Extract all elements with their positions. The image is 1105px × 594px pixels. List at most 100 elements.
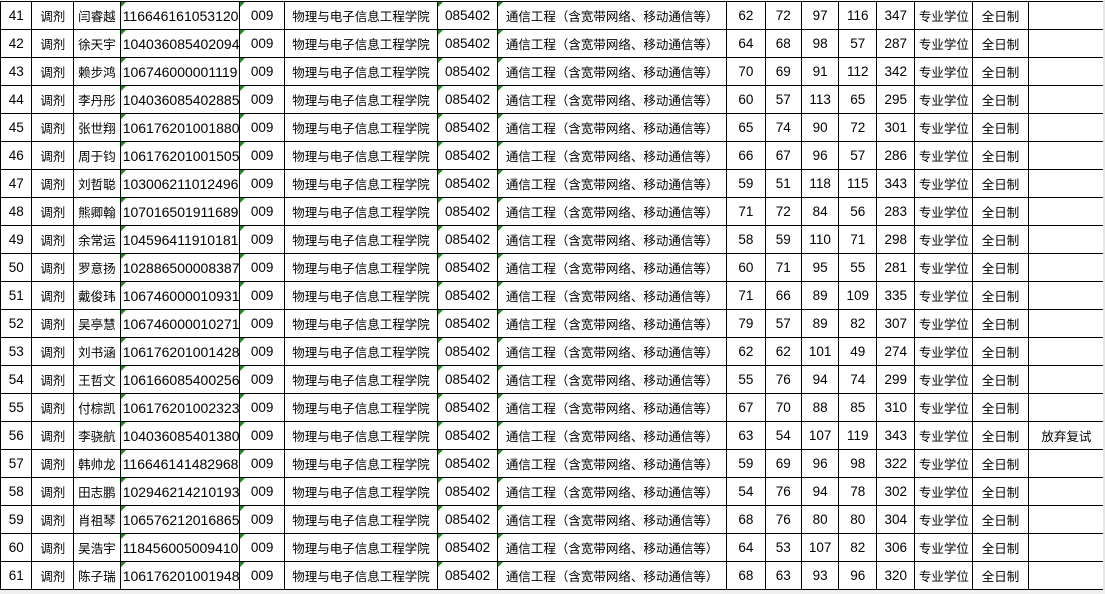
study-mode-cell[interactable]: 全日制: [972, 197, 1029, 226]
remark-cell[interactable]: [1027, 169, 1105, 198]
exam-id-cell[interactable]: 103006211012496: [119, 169, 241, 198]
score-subject2-cell[interactable]: 49: [838, 337, 877, 366]
major-name-cell[interactable]: 通信工程（含宽带网络、移动通信等）: [496, 337, 728, 366]
score-subject1-cell[interactable]: 88: [800, 393, 840, 422]
score-english-cell[interactable]: 68: [764, 29, 802, 58]
adjust-type-cell[interactable]: 调剂: [31, 337, 74, 366]
degree-type-cell[interactable]: 专业学位: [914, 141, 974, 170]
remark-cell[interactable]: [1027, 85, 1105, 114]
row-number-cell[interactable]: 54: [0, 365, 33, 394]
college-name-cell[interactable]: 物理与电子信息工程学院: [283, 253, 439, 282]
score-politics-cell[interactable]: 65: [726, 113, 766, 142]
remark-cell[interactable]: [1027, 533, 1105, 562]
major-code-cell[interactable]: 085402: [437, 113, 498, 142]
study-mode-cell[interactable]: 全日制: [972, 533, 1029, 562]
major-code-cell[interactable]: 085402: [437, 29, 498, 58]
major-code-cell[interactable]: 085402: [437, 169, 498, 198]
adjust-type-cell[interactable]: 调剂: [31, 85, 74, 114]
score-subject2-cell[interactable]: 82: [838, 533, 877, 562]
major-name-cell[interactable]: 通信工程（含宽带网络、移动通信等）: [496, 477, 728, 506]
college-code-cell[interactable]: 009: [239, 29, 285, 58]
study-mode-cell[interactable]: 全日制: [972, 57, 1029, 86]
row-number-cell[interactable]: 46: [0, 141, 33, 170]
score-english-cell[interactable]: 66: [764, 281, 802, 310]
score-subject1-cell[interactable]: 90: [800, 113, 840, 142]
major-name-cell[interactable]: 通信工程（含宽带网络、移动通信等）: [496, 225, 728, 254]
major-name-cell[interactable]: 通信工程（含宽带网络、移动通信等）: [496, 281, 728, 310]
row-number-cell[interactable]: 50: [0, 253, 33, 282]
total-score-cell[interactable]: 287: [875, 29, 916, 58]
major-code-cell[interactable]: 085402: [437, 505, 498, 534]
row-number-cell[interactable]: 58: [0, 477, 33, 506]
score-english-cell[interactable]: 74: [764, 113, 802, 142]
total-score-cell[interactable]: 302: [875, 477, 916, 506]
student-name-cell[interactable]: 李骁航: [72, 421, 121, 450]
major-code-cell[interactable]: 085402: [437, 393, 498, 422]
total-score-cell[interactable]: 283: [875, 197, 916, 226]
degree-type-cell[interactable]: 专业学位: [914, 197, 974, 226]
adjust-type-cell[interactable]: 调剂: [31, 57, 74, 86]
exam-id-cell[interactable]: 106176201002323: [119, 393, 241, 422]
exam-id-cell[interactable]: 102886500008387: [119, 253, 241, 282]
adjust-type-cell[interactable]: 调剂: [31, 365, 74, 394]
total-score-cell[interactable]: 322: [875, 449, 916, 478]
total-score-cell[interactable]: 335: [875, 281, 916, 310]
major-name-cell[interactable]: 通信工程（含宽带网络、移动通信等）: [496, 57, 728, 86]
study-mode-cell[interactable]: 全日制: [972, 449, 1029, 478]
score-subject2-cell[interactable]: 112: [838, 57, 877, 86]
study-mode-cell[interactable]: 全日制: [972, 393, 1029, 422]
major-code-cell[interactable]: 085402: [437, 533, 498, 562]
score-subject1-cell[interactable]: 89: [800, 309, 840, 338]
score-subject1-cell[interactable]: 113: [800, 85, 840, 114]
college-name-cell[interactable]: 物理与电子信息工程学院: [283, 505, 439, 534]
remark-cell[interactable]: [1027, 253, 1105, 282]
score-subject2-cell[interactable]: 96: [838, 561, 877, 590]
score-subject1-cell[interactable]: 110: [800, 225, 840, 254]
remark-cell[interactable]: [1027, 477, 1105, 506]
score-subject1-cell[interactable]: 89: [800, 281, 840, 310]
total-score-cell[interactable]: 342: [875, 57, 916, 86]
remark-cell[interactable]: [1027, 449, 1105, 478]
score-english-cell[interactable]: 59: [764, 225, 802, 254]
exam-id-cell[interactable]: 102946214210193: [119, 477, 241, 506]
major-name-cell[interactable]: 通信工程（含宽带网络、移动通信等）: [496, 113, 728, 142]
adjust-type-cell[interactable]: 调剂: [31, 197, 74, 226]
row-number-cell[interactable]: 57: [0, 449, 33, 478]
college-name-cell[interactable]: 物理与电子信息工程学院: [283, 561, 439, 590]
major-name-cell[interactable]: 通信工程（含宽带网络、移动通信等）: [496, 393, 728, 422]
score-english-cell[interactable]: 72: [764, 1, 802, 30]
college-name-cell[interactable]: 物理与电子信息工程学院: [283, 309, 439, 338]
degree-type-cell[interactable]: 专业学位: [914, 561, 974, 590]
student-name-cell[interactable]: 韩帅龙: [72, 449, 121, 478]
score-subject2-cell[interactable]: 119: [838, 421, 877, 450]
major-name-cell[interactable]: 通信工程（含宽带网络、移动通信等）: [496, 169, 728, 198]
degree-type-cell[interactable]: 专业学位: [914, 309, 974, 338]
college-name-cell[interactable]: 物理与电子信息工程学院: [283, 393, 439, 422]
score-english-cell[interactable]: 69: [764, 449, 802, 478]
adjust-type-cell[interactable]: 调剂: [31, 113, 74, 142]
score-english-cell[interactable]: 70: [764, 393, 802, 422]
score-english-cell[interactable]: 62: [764, 337, 802, 366]
score-english-cell[interactable]: 51: [764, 169, 802, 198]
college-name-cell[interactable]: 物理与电子信息工程学院: [283, 1, 439, 30]
score-english-cell[interactable]: 69: [764, 57, 802, 86]
adjust-type-cell[interactable]: 调剂: [31, 281, 74, 310]
row-number-cell[interactable]: 44: [0, 85, 33, 114]
college-code-cell[interactable]: 009: [239, 505, 285, 534]
major-code-cell[interactable]: 085402: [437, 309, 498, 338]
total-score-cell[interactable]: 304: [875, 505, 916, 534]
degree-type-cell[interactable]: 专业学位: [914, 1, 974, 30]
major-name-cell[interactable]: 通信工程（含宽带网络、移动通信等）: [496, 449, 728, 478]
score-politics-cell[interactable]: 67: [726, 393, 766, 422]
major-code-cell[interactable]: 085402: [437, 85, 498, 114]
exam-id-cell[interactable]: 104036085401380: [119, 421, 241, 450]
study-mode-cell[interactable]: 全日制: [972, 421, 1029, 450]
score-english-cell[interactable]: 57: [764, 85, 802, 114]
college-code-cell[interactable]: 009: [239, 169, 285, 198]
remark-cell[interactable]: [1027, 505, 1105, 534]
study-mode-cell[interactable]: 全日制: [972, 253, 1029, 282]
remark-cell[interactable]: [1027, 141, 1105, 170]
college-name-cell[interactable]: 物理与电子信息工程学院: [283, 85, 439, 114]
remark-cell[interactable]: [1027, 57, 1105, 86]
score-subject2-cell[interactable]: 80: [838, 505, 877, 534]
